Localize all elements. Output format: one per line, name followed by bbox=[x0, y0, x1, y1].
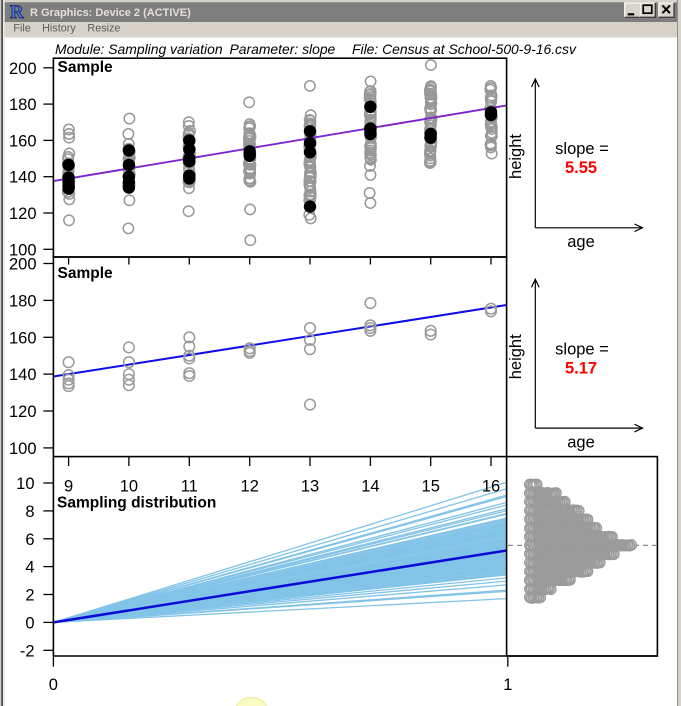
svg-text:1: 1 bbox=[503, 676, 512, 694]
svg-text:120: 120 bbox=[9, 205, 37, 223]
svg-text:100: 100 bbox=[9, 440, 37, 458]
svg-text:200: 200 bbox=[9, 256, 37, 274]
svg-text:Sampling distribution: Sampling distribution bbox=[57, 495, 216, 512]
svg-text:Sample: Sample bbox=[58, 265, 114, 282]
svg-text:16: 16 bbox=[482, 478, 500, 496]
svg-text:120: 120 bbox=[9, 403, 37, 421]
svg-text:File: Census at School-500-9-1: File: Census at School-500-9-16.csv bbox=[352, 41, 577, 57]
svg-text:140: 140 bbox=[9, 169, 37, 187]
svg-text:slope =: slope = bbox=[555, 340, 609, 358]
svg-text:Resize: Resize bbox=[87, 23, 120, 35]
svg-text:0: 0 bbox=[25, 614, 34, 632]
svg-text:10: 10 bbox=[120, 478, 138, 496]
svg-text:160: 160 bbox=[9, 329, 37, 347]
svg-text:R: R bbox=[10, 2, 24, 23]
svg-text:-2: -2 bbox=[20, 642, 35, 660]
svg-text:R Graphics: Device 2 (ACTIVE): R Graphics: Device 2 (ACTIVE) bbox=[30, 7, 191, 19]
svg-text:8: 8 bbox=[25, 503, 34, 521]
svg-text:Sample: Sample bbox=[58, 59, 114, 76]
svg-text:100: 100 bbox=[9, 241, 37, 259]
svg-text:180: 180 bbox=[9, 96, 37, 114]
svg-text:5.17: 5.17 bbox=[565, 359, 597, 377]
svg-text:age: age bbox=[567, 233, 595, 251]
svg-text:9: 9 bbox=[64, 478, 73, 496]
svg-text:12: 12 bbox=[241, 478, 259, 496]
svg-text:slope =: slope = bbox=[555, 140, 609, 158]
svg-text:height: height bbox=[507, 334, 525, 379]
svg-text:History: History bbox=[42, 23, 76, 35]
svg-text:11: 11 bbox=[181, 478, 198, 496]
svg-text:0: 0 bbox=[49, 676, 58, 694]
svg-text:14: 14 bbox=[361, 478, 379, 496]
svg-text:4: 4 bbox=[25, 559, 34, 577]
svg-text:13: 13 bbox=[301, 478, 319, 496]
svg-text:age: age bbox=[567, 433, 595, 451]
svg-text:200: 200 bbox=[9, 60, 37, 78]
svg-text:5.55: 5.55 bbox=[565, 159, 597, 177]
svg-text:10: 10 bbox=[16, 475, 34, 493]
svg-text:height: height bbox=[507, 134, 525, 179]
svg-text:2: 2 bbox=[25, 587, 34, 605]
svg-text:6: 6 bbox=[25, 531, 34, 549]
svg-text:180: 180 bbox=[9, 292, 37, 310]
svg-text:15: 15 bbox=[422, 478, 440, 496]
svg-text:Parameter: slope: Parameter: slope bbox=[230, 41, 336, 57]
svg-text:140: 140 bbox=[9, 366, 37, 384]
svg-text:File: File bbox=[13, 23, 30, 35]
svg-text:Module: Sampling variation: Module: Sampling variation bbox=[55, 41, 223, 57]
svg-text:160: 160 bbox=[9, 132, 37, 150]
